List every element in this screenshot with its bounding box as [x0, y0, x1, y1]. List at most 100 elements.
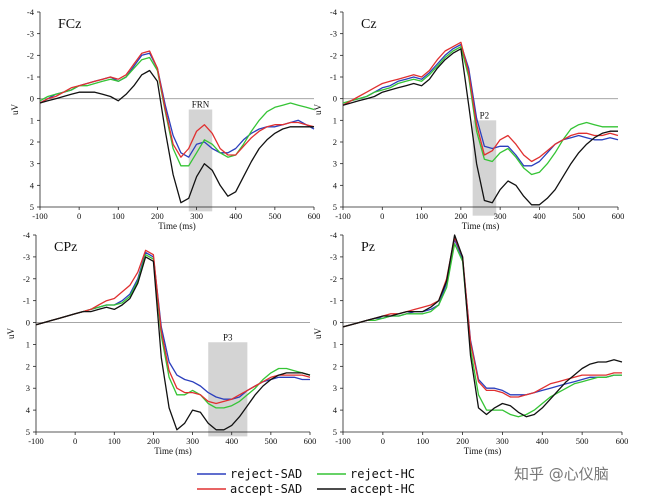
x-tick-label: 300 — [190, 211, 203, 221]
series-accept-hc — [342, 48, 618, 206]
x-tick-label: 0 — [381, 436, 385, 446]
y-tick-label: 5 — [26, 427, 30, 437]
y-tick-label: 1 — [333, 339, 337, 349]
panel-title: FCz — [58, 17, 81, 32]
window-label: P2 — [480, 110, 490, 120]
x-tick-label: 500 — [268, 211, 281, 221]
y-tick-label: 1 — [26, 339, 30, 349]
x-axis-label: Time (ms) — [462, 221, 499, 231]
y-tick-label: 0 — [333, 318, 337, 328]
y-tick-label: 3 — [333, 383, 337, 393]
panel-title: Pz — [361, 240, 375, 255]
x-tick-label: 600 — [612, 211, 625, 221]
y-tick-label: -3 — [27, 29, 34, 39]
analysis-window — [208, 342, 248, 437]
x-tick-label: -100 — [28, 436, 44, 446]
x-tick-label: 200 — [454, 211, 467, 221]
x-tick-label: -100 — [32, 211, 48, 221]
x-tick-label: 400 — [533, 211, 546, 221]
x-tick-label: -100 — [335, 436, 351, 446]
x-tick-label: 200 — [151, 211, 164, 221]
y-axis-label: uV — [6, 328, 16, 340]
y-tick-label: 1 — [333, 115, 337, 125]
y-tick-label: 2 — [333, 137, 337, 147]
x-tick-label: 600 — [308, 211, 321, 221]
y-axis-label: uV — [313, 104, 323, 116]
y-tick-label: -4 — [330, 7, 338, 17]
x-tick-label: 600 — [616, 436, 629, 446]
y-tick-label: -2 — [330, 50, 337, 60]
y-tick-label: -2 — [330, 274, 337, 284]
y-tick-label: 0 — [30, 94, 34, 104]
x-tick-label: 300 — [496, 436, 509, 446]
x-axis-label: Time (ms) — [464, 446, 501, 456]
y-tick-label: -2 — [23, 274, 30, 284]
x-tick-label: 500 — [576, 436, 589, 446]
x-tick-label: 300 — [186, 436, 199, 446]
x-tick-label: 400 — [225, 436, 238, 446]
y-tick-label: 3 — [26, 383, 30, 393]
window-label: FRN — [192, 100, 210, 110]
series-reject-sad — [35, 251, 310, 400]
series-reject-hc — [342, 46, 618, 176]
watermark-text: 知乎 @心仪脑 — [514, 465, 609, 483]
analysis-window — [472, 120, 497, 216]
y-tick-label: -1 — [23, 296, 30, 306]
legend: reject-SAD reject-HC accept-SAD accept-H… — [197, 467, 415, 496]
panel-pz: -4 -3 -2 -1 0 1 2 3 4 5-100 0 100 200 300 400 500 600 Tim… — [313, 230, 628, 456]
series-reject-sad — [39, 52, 315, 158]
x-tick-label: 400 — [229, 211, 242, 221]
x-tick-label: 200 — [147, 436, 160, 446]
series-accept-sad — [342, 41, 619, 163]
series-accept-hc — [342, 234, 623, 418]
x-tick-label: 100 — [112, 211, 125, 221]
panel-cpz: P3 -4 -3 -2 -1 0 1 2 3 4 5-100 0 100 200 300 400 500 600 T… — [6, 230, 316, 456]
y-tick-label: 1 — [30, 115, 34, 125]
x-tick-label: 0 — [77, 211, 81, 221]
y-tick-label: -3 — [23, 252, 30, 262]
panel-title: CPz — [54, 240, 77, 255]
y-tick-label: -2 — [27, 50, 34, 60]
x-axis-label: Time (ms) — [154, 446, 191, 456]
y-axis-label: uV — [313, 328, 323, 340]
x-tick-label: 100 — [415, 211, 428, 221]
y-tick-label: 2 — [26, 361, 30, 371]
series-accept-hc — [35, 256, 311, 431]
y-tick-label: -4 — [27, 7, 35, 17]
y-tick-label: -1 — [27, 72, 34, 82]
panel-cz: P2 -4 -3 -2 -1 0 1 2 3 4 5-100 0 100 200 300 400 500 600 T… — [313, 7, 624, 231]
series-reject-hc — [342, 243, 622, 418]
y-tick-label: -4 — [23, 230, 31, 240]
x-tick-label: 100 — [108, 436, 121, 446]
y-axis-label: uV — [10, 104, 20, 116]
x-tick-label: 300 — [494, 211, 507, 221]
y-tick-label: 0 — [333, 94, 337, 104]
window-label: P3 — [223, 332, 233, 342]
legend-label-accept-sad: accept-SAD — [230, 482, 302, 496]
y-tick-label: 5 — [333, 427, 337, 437]
x-tick-label: 600 — [304, 436, 317, 446]
legend-label-reject-hc: reject-HC — [350, 467, 415, 481]
y-tick-label: -1 — [330, 296, 337, 306]
y-tick-label: 4 — [333, 405, 338, 415]
x-tick-label: 500 — [264, 436, 277, 446]
y-tick-label: 3 — [333, 159, 337, 169]
x-tick-label: 200 — [456, 436, 469, 446]
legend-label-accept-hc: accept-HC — [350, 482, 415, 496]
series-accept-hc — [39, 69, 314, 204]
y-tick-label: -3 — [330, 252, 337, 262]
y-tick-label: 4 — [30, 180, 35, 190]
y-tick-label: 5 — [30, 202, 34, 212]
series-reject-hc — [35, 254, 311, 409]
panel-title: Cz — [361, 17, 377, 32]
x-tick-label: -100 — [335, 211, 351, 221]
y-tick-label: 2 — [333, 361, 337, 371]
series-accept-sad — [39, 50, 315, 158]
y-tick-label: 0 — [26, 318, 30, 328]
x-tick-label: 400 — [536, 436, 549, 446]
x-tick-label: 0 — [73, 436, 77, 446]
x-axis-label: Time (ms) — [158, 221, 195, 231]
y-tick-label: -1 — [330, 72, 337, 82]
